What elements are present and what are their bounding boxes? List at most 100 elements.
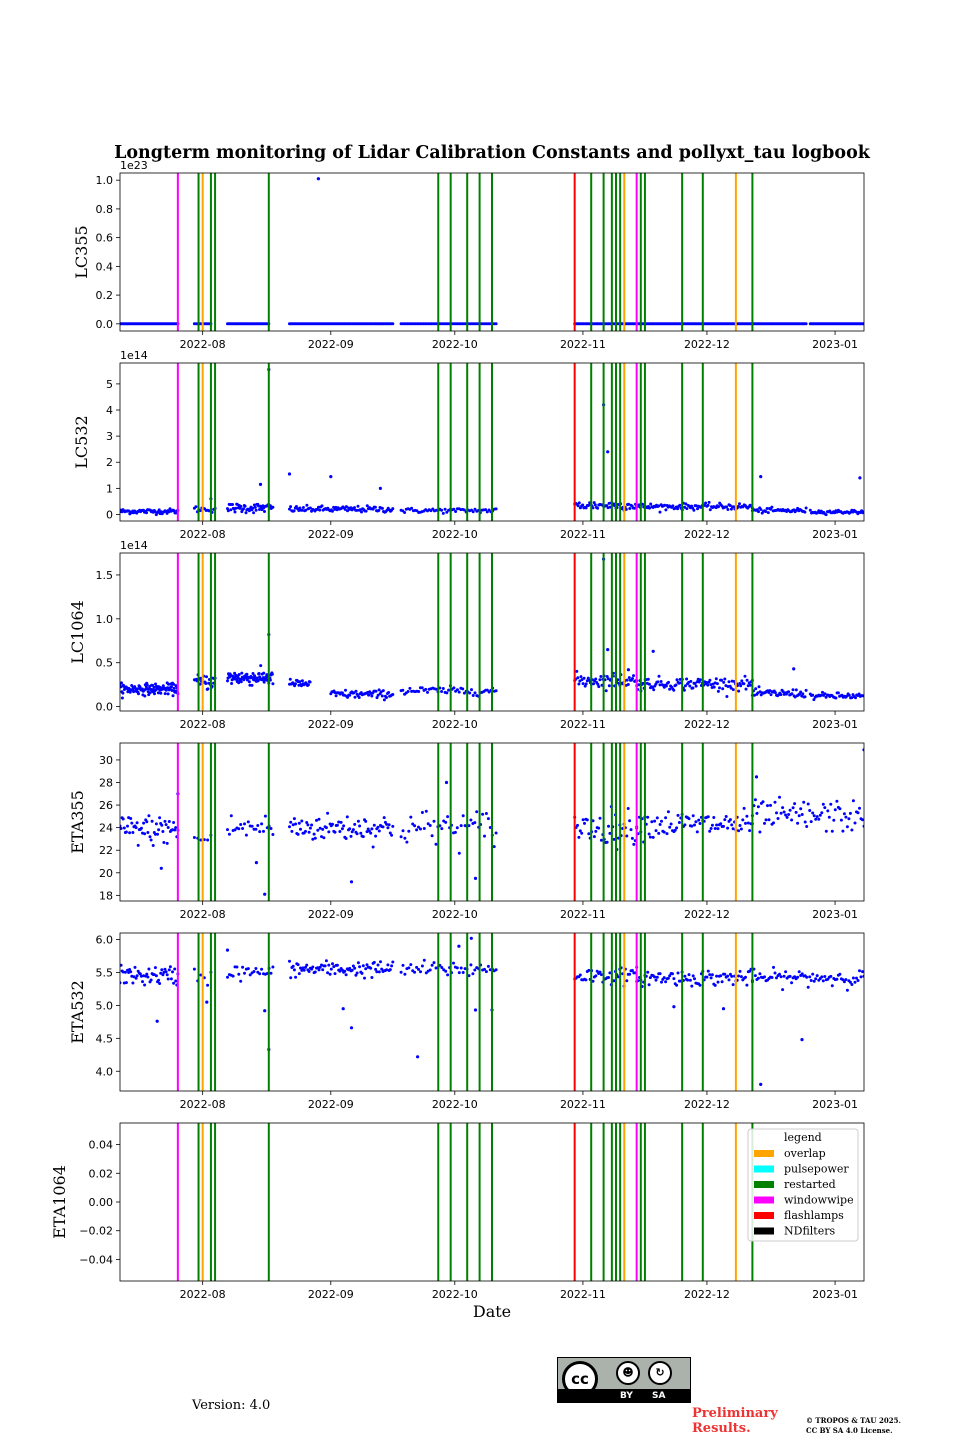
data-point [245,672,249,676]
data-point [804,688,808,692]
data-point [698,822,702,825]
data-point [317,505,320,509]
data-point [310,823,314,827]
outlier-point [457,944,461,948]
data-point [424,809,428,813]
data-point [227,832,231,836]
data-point [691,814,695,818]
data-point [306,823,310,827]
data-point [289,976,293,980]
data-point [627,676,631,680]
data-point [727,680,731,684]
data-point [722,680,726,684]
data-point [407,966,411,970]
data-point [359,831,363,835]
panel-frame [119,932,865,1092]
data-point [713,983,717,987]
data-point [808,508,812,512]
data-point [237,827,241,831]
data-point [797,814,801,818]
data-point [326,971,330,975]
data-point [597,826,601,830]
data-point [824,513,828,517]
data-point [742,806,746,810]
data-point [812,814,816,818]
data-point [481,812,485,816]
data-point [167,968,171,972]
data-point [706,815,710,819]
data-point [833,808,837,812]
data-point [386,963,390,967]
data-point [632,506,636,510]
data-point [147,967,151,971]
data-point [743,674,747,678]
data-point [130,684,134,687]
data-point [253,505,257,509]
data-point [415,828,419,832]
data-point [370,976,374,979]
data-point [254,827,258,831]
y-axis-multiplier: 1e23 [120,159,148,172]
data-point [698,678,702,682]
data-point [333,830,337,834]
data-point [811,811,815,815]
data-point [323,964,327,968]
data-point [288,959,291,963]
outlier-point [349,880,354,884]
data-point [353,695,357,699]
data-point [658,972,662,976]
data-point [315,507,319,511]
data-point [461,814,465,818]
data-point [452,961,455,965]
data-point [632,842,636,846]
data-point [720,678,724,682]
data-point [350,968,354,972]
data-point [812,979,816,983]
data-point [234,506,238,510]
data-point [401,963,405,967]
data-point [790,981,794,985]
data-point [592,501,596,505]
data-point [649,502,653,506]
data-point [673,828,677,832]
y-tick-label: 0.0 [96,701,114,714]
data-point [848,811,852,815]
legend-swatch-flashlamps [754,1212,774,1219]
data-point [803,820,807,824]
data-point [131,831,135,834]
data-point [376,963,380,967]
data-point [658,510,662,514]
data-point [830,984,834,988]
data-point [805,825,809,828]
data-point [129,817,133,820]
data-point [808,809,812,812]
data-point [226,679,229,683]
data-point [304,965,307,969]
data-point [773,691,777,695]
y-tick-label: 24 [99,822,113,835]
data-point [334,505,338,509]
data-point [173,828,177,832]
data-point [685,507,689,511]
data-point [256,679,260,683]
x-tick-label: 2022-12 [684,1098,730,1111]
x-tick-label: 2022-11 [560,528,606,541]
data-point [764,818,768,822]
y-tick-label: 2 [106,456,113,469]
data-point [157,508,161,512]
data-point [726,826,730,830]
data-point [243,971,246,975]
data-point [459,824,463,828]
y-tick-label: 1.0 [96,613,114,626]
data-point [737,974,741,978]
data-point [616,836,620,840]
data-point [713,827,717,830]
x-tick-label: 2022-12 [684,908,730,921]
data-point [687,817,691,821]
data-point [297,509,301,512]
data-point [821,979,825,983]
y-tick-label: 0.5 [96,657,114,670]
data-point [327,963,331,967]
data-point [160,823,164,827]
data-point [763,975,766,979]
